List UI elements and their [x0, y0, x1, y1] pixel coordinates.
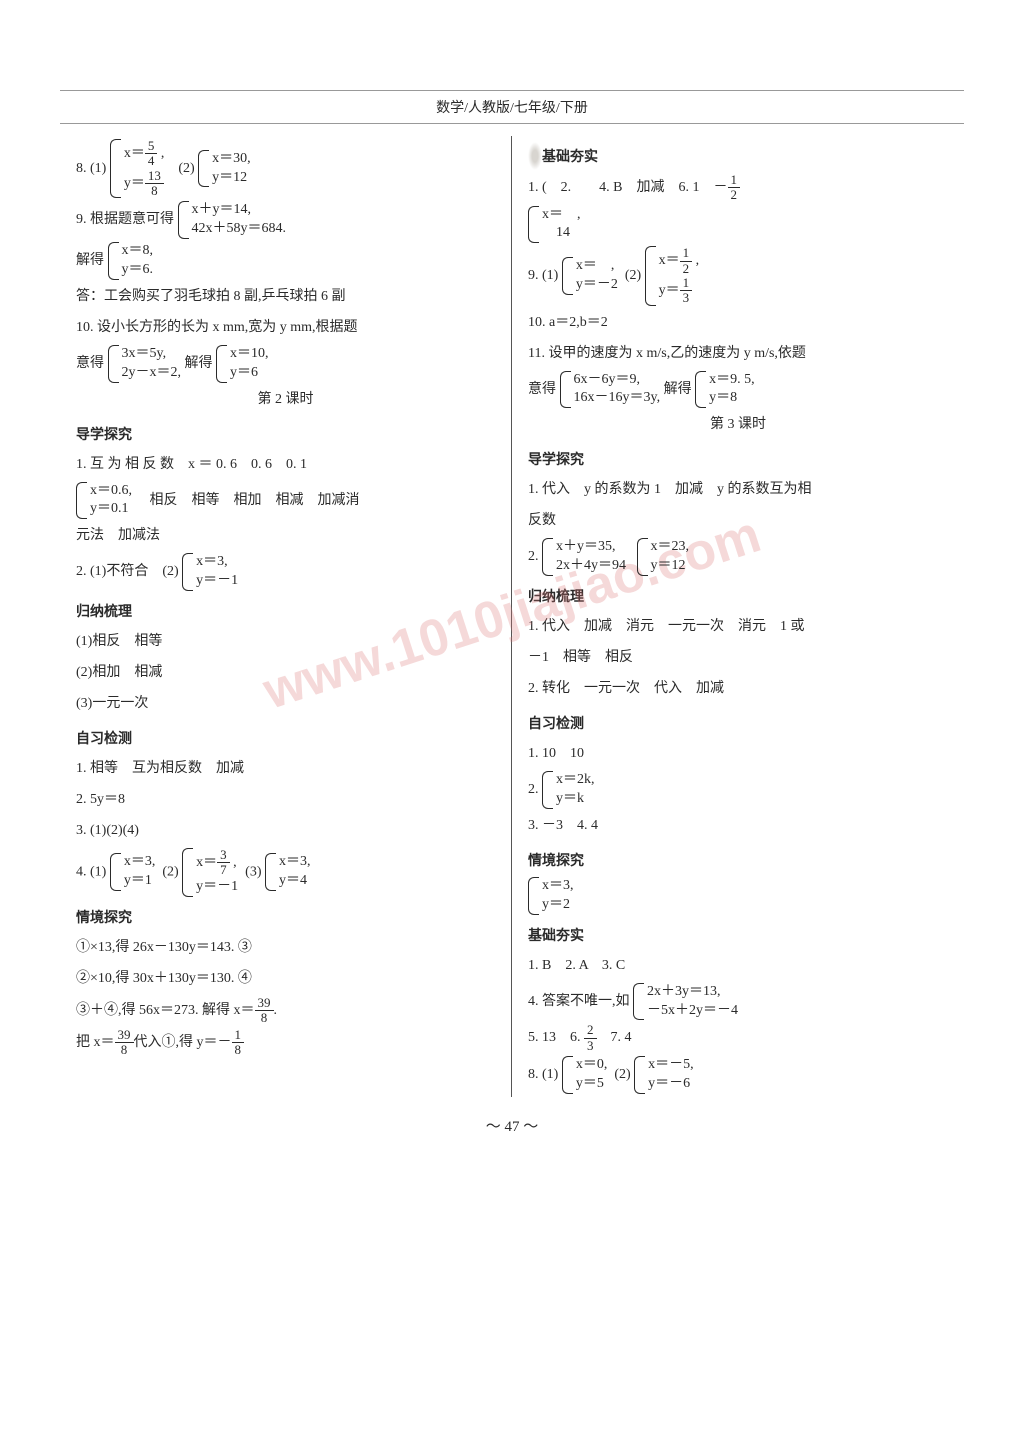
h-daoxue3: 导学探究	[528, 445, 948, 473]
r10: 10. a＝2,b＝2	[528, 309, 948, 337]
s2-2: 2. (1)不符合 (2) x＝3, y＝－1	[76, 553, 495, 591]
q8-sys2: x＝30, y＝12	[198, 150, 251, 188]
z4: 4. (1) x＝3, y＝1 (2) x＝37 , y＝－1 (3) x＝3,…	[76, 848, 495, 896]
h-zixi: 自习检测	[76, 724, 495, 752]
s3-j1: 1. B 2. A 3. C	[528, 952, 948, 980]
s3-q: x＝3, y＝2	[528, 877, 948, 915]
right-column: 基基础夯实基础夯实 1. ( 2. 4. B 加减 6. 1 －12 x＝ , …	[512, 136, 964, 1097]
s3-j8: 8. (1) x＝0, y＝5 (2) x＝－5, y＝－6	[528, 1056, 948, 1094]
page-number: 〜 47 〜	[0, 1115, 1024, 1136]
r11b: 意得 6x－6y＝9, 16x－16y＝3y, 解得 x＝9. 5, y＝8	[528, 371, 948, 409]
s3-z3: 3. －3 4. 4	[528, 812, 948, 840]
g1: (1)相反 相等	[76, 628, 495, 656]
h-daoxue: 导学探究	[76, 420, 495, 448]
q10a: 10. 设小长方形的长为 x mm,宽为 y mm,根据题	[76, 314, 495, 342]
r1: 1. ( 2. 4. B 加减 6. 1 －12	[528, 173, 948, 203]
q-line3: ③＋④,得 56x＝273. 解得 x＝398.	[76, 996, 495, 1026]
s2-1b: x＝0.6, y＝0.1 相反 相等 相加 相减 加减消	[76, 482, 495, 520]
h-qingjing: 情境探究	[76, 903, 495, 931]
r9: 9. (1) x＝ , y＝－2 (2) x＝12 , y＝13	[528, 246, 948, 305]
g3: (3)一元一次	[76, 690, 495, 718]
s3-z1: 1. 10 10	[528, 740, 948, 768]
s3-1: 1. 代入 y 的系数为 1 加减 y 的系数互为相	[528, 476, 948, 504]
q-line2: ②×10,得 30x＋130y＝130. ④	[76, 965, 495, 993]
s2-1: 1. 互 为 相 反 数 x ＝ 0. 6 0. 6 0. 1	[76, 451, 495, 479]
g2: (2)相加 相减	[76, 659, 495, 687]
s3-2: 2. x＋y＝35, 2x＋4y＝94 x＝23, y＝12	[528, 538, 948, 576]
s3-j4: 4. 答案不唯一,如 2x＋3y＝13, －5x＋2y＝－4	[528, 983, 948, 1021]
s3-j5: 5. 13 6. 23 7. 4	[528, 1023, 948, 1053]
q-line1: ①×13,得 26x－130y＝143. ③	[76, 934, 495, 962]
z2: 2. 5y＝8	[76, 786, 495, 814]
h-qingjing3: 情境探究	[528, 846, 948, 874]
q8-sys1: x＝54 , y＝138	[110, 139, 165, 198]
q8: 8. (1) x＝54 , y＝138 (2) x＝30, y＝12	[76, 139, 495, 198]
h-jichu-r: 基基础夯实基础夯实	[528, 142, 948, 170]
q9-answer: 答：工会购买了羽毛球拍 8 副,乒乓球拍 6 副	[76, 283, 495, 311]
r2: x＝ , 14	[528, 206, 948, 244]
content: www.1010jiajiao.com 8. (1) x＝54 , y＝138 …	[60, 136, 964, 1097]
q9-solve: 解得 x＝8, y＝6.	[76, 242, 495, 280]
s2-1c: 元法 加减法	[76, 522, 495, 550]
q8-mid: (2)	[178, 161, 194, 176]
s3-z2: 2. x＝2k, y＝k	[528, 771, 948, 809]
s3-g1: 1. 代入 加减 消元 一元一次 消元 1 或	[528, 613, 948, 641]
lesson2-title: 第 2 课时	[76, 386, 495, 414]
z1: 1. 相等 互为相反数 加减	[76, 755, 495, 783]
h-guina: 归纳梳理	[76, 597, 495, 625]
s3-1b: 反数	[528, 507, 948, 535]
s3-g1b: －1 相等 相反	[528, 644, 948, 672]
q-line4: 把 x＝398代入①,得 y＝－18	[76, 1028, 495, 1058]
lesson3-title: 第 3 课时	[528, 411, 948, 439]
page-header: 数学/人教版/七年级/下册	[60, 90, 964, 124]
left-column: 8. (1) x＝54 , y＝138 (2) x＝30, y＝12 9. 根据…	[60, 136, 512, 1097]
r11: 11. 设甲的速度为 x m/s,乙的速度为 y m/s,依题	[528, 340, 948, 368]
breadcrumb: 数学/人教版/七年级/下册	[436, 101, 588, 116]
z3: 3. (1)(2)(4)	[76, 817, 495, 845]
h-zixi3: 自习检测	[528, 709, 948, 737]
q10b: 意得 3x＝5y, 2y－x＝2, 解得 x＝10, y＝6	[76, 345, 495, 383]
q9: 9. 根据题意可得 x＋y＝14, 42x＋58y＝684.	[76, 201, 495, 239]
h-guina3: 归纳梳理	[528, 582, 948, 610]
s3-g2: 2. 转化 一元一次 代入 加减	[528, 675, 948, 703]
h-jichu3: 基础夯实	[528, 921, 948, 949]
q8-prefix: 8. (1)	[76, 161, 106, 176]
